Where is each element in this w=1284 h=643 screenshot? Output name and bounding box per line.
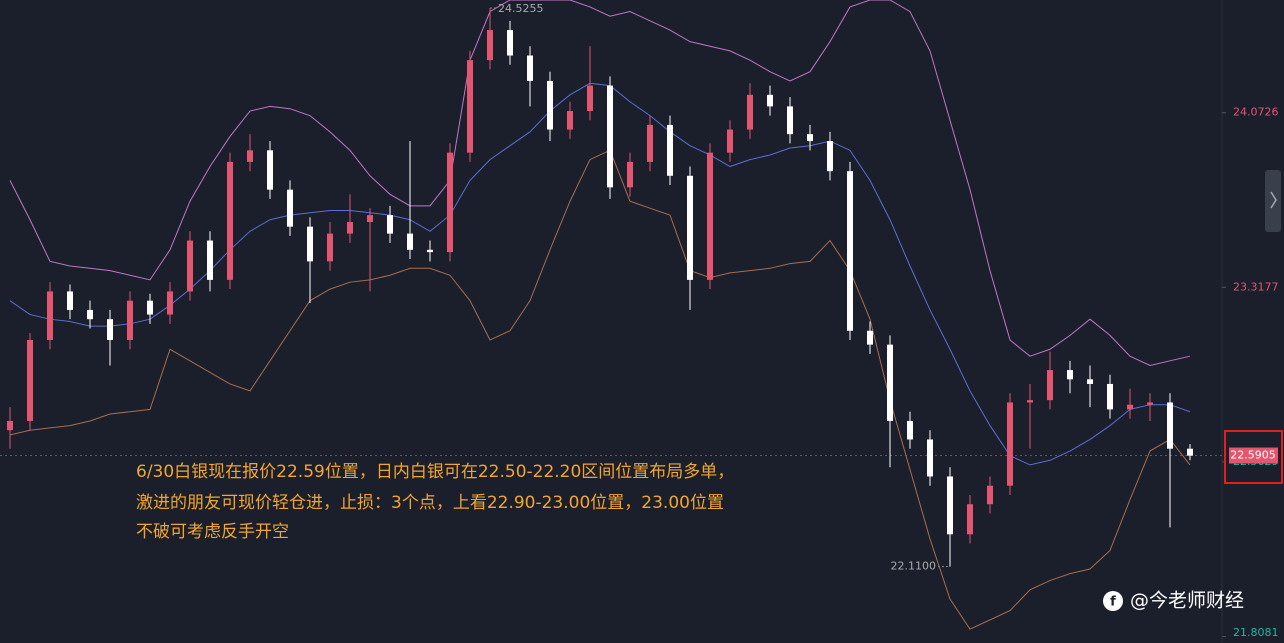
candle-body xyxy=(1027,400,1033,403)
candle-body xyxy=(627,161,633,188)
candle-body xyxy=(447,152,453,253)
candle-body xyxy=(167,291,173,315)
candle-body xyxy=(147,300,153,315)
candle-body xyxy=(407,233,413,250)
band-line xyxy=(9,149,1191,630)
candle-body xyxy=(1087,379,1093,384)
annotation-line: 激进的朋友可现价轻仓进，止损：3个点，上看22.90-23.00位置，23.00… xyxy=(136,493,724,513)
candle-body xyxy=(1167,402,1173,449)
candle-body xyxy=(487,30,493,61)
candle-body xyxy=(907,420,913,440)
candle-body xyxy=(287,189,293,227)
candle-body xyxy=(587,85,593,112)
candle-body xyxy=(787,106,793,135)
candle-body xyxy=(87,309,93,320)
candle-body xyxy=(7,420,13,431)
candle-body xyxy=(27,340,33,421)
candle-body xyxy=(507,30,513,56)
annotation-line: 6/30白银现在报价22.59位置，日内白银可在22.50-22.20区间位置布… xyxy=(136,462,734,482)
candle-body xyxy=(107,319,113,341)
candle-body xyxy=(307,226,313,262)
scroll-arrow xyxy=(1270,191,1277,209)
candle-body xyxy=(427,249,433,253)
candle-body xyxy=(767,94,773,107)
candle-body xyxy=(1047,370,1053,401)
candle-body xyxy=(1187,448,1193,456)
candle-body xyxy=(327,233,333,262)
candle-body xyxy=(687,175,693,280)
scroll-tab[interactable] xyxy=(1265,170,1281,232)
candle-body xyxy=(647,124,653,162)
candle-body xyxy=(567,111,573,130)
watermark-icon-glyph: f xyxy=(1110,595,1116,610)
candle-body xyxy=(807,134,813,142)
candle-body xyxy=(927,439,933,477)
annotation-line: 不破可考虑反手开空 xyxy=(136,522,289,542)
y-tick-label: 23.3177 xyxy=(1233,280,1279,293)
last-price-frame xyxy=(1224,430,1283,484)
candle-body xyxy=(867,330,873,345)
candle-body xyxy=(207,240,213,280)
candle-body xyxy=(1067,370,1073,380)
candle-body xyxy=(1007,402,1013,486)
candle-body xyxy=(267,150,273,190)
candle-body xyxy=(387,215,393,234)
candle-body xyxy=(527,55,533,81)
low-label: 22.1100 xyxy=(891,560,937,573)
candle-body xyxy=(1107,383,1113,410)
candle-body xyxy=(987,485,993,505)
candle-body xyxy=(367,215,373,223)
band-line xyxy=(9,82,1191,466)
watermark-icon xyxy=(1103,591,1123,611)
candle-body xyxy=(727,129,733,153)
candle-body xyxy=(187,240,193,292)
candle-body xyxy=(127,300,133,341)
candle-body xyxy=(247,150,253,162)
y-tick-label: 21.8081 xyxy=(1233,626,1279,639)
candle-body xyxy=(707,152,713,280)
candle-body xyxy=(947,476,953,535)
y-tick-label: 24.0726 xyxy=(1233,106,1279,119)
high-label: 24.5255 xyxy=(498,2,544,15)
candle-body xyxy=(667,124,673,176)
candle-body xyxy=(847,171,853,331)
candle-body xyxy=(47,291,53,341)
candle-body xyxy=(967,504,973,535)
candle-body xyxy=(547,80,553,130)
band-line xyxy=(9,0,1191,366)
last-price-label: 22.5905 xyxy=(1230,449,1276,462)
candle-body xyxy=(67,291,73,310)
candle-body xyxy=(607,85,613,188)
candle-body xyxy=(827,141,833,172)
watermark: @今老师财经 xyxy=(1130,590,1244,612)
candle-body xyxy=(1127,404,1133,410)
candle-body xyxy=(747,94,753,130)
candle-body xyxy=(467,60,473,153)
candle-body xyxy=(227,161,233,280)
candle-body xyxy=(347,222,353,234)
candle-body xyxy=(1147,402,1153,405)
candle-body xyxy=(887,344,893,421)
last-price-bg xyxy=(1229,447,1278,464)
